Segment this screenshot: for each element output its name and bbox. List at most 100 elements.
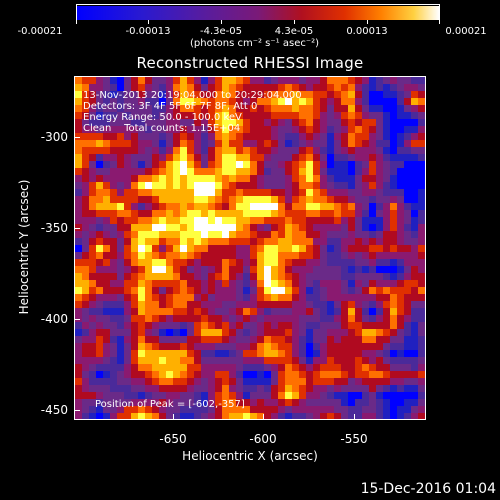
map-pixel	[180, 77, 187, 84]
map-pixel	[152, 119, 159, 126]
map-pixel	[180, 294, 187, 301]
map-pixel	[201, 231, 208, 238]
map-pixel	[383, 378, 390, 385]
map-pixel	[271, 112, 278, 119]
map-pixel	[299, 175, 306, 182]
map-pixel	[411, 350, 418, 357]
map-pixel	[89, 98, 96, 105]
map-pixel	[348, 189, 355, 196]
map-pixel	[159, 175, 166, 182]
map-pixel	[82, 273, 89, 280]
colorbar-tick-mark	[76, 20, 77, 24]
map-pixel	[376, 140, 383, 147]
map-pixel	[341, 399, 348, 406]
map-pixel	[173, 252, 180, 259]
map-pixel	[320, 399, 327, 406]
map-pixel	[96, 343, 103, 350]
map-pixel	[208, 217, 215, 224]
map-pixel	[194, 385, 201, 392]
map-pixel	[348, 336, 355, 343]
map-pixel	[145, 210, 152, 217]
map-pixel	[152, 385, 159, 392]
map-pixel	[89, 203, 96, 210]
map-pixel	[180, 84, 187, 91]
map-pixel	[131, 406, 138, 413]
map-pixel	[320, 112, 327, 119]
map-pixel	[89, 84, 96, 91]
map-pixel	[299, 336, 306, 343]
map-pixel	[208, 301, 215, 308]
map-pixel	[383, 105, 390, 112]
map-pixel	[131, 105, 138, 112]
map-pixel	[341, 245, 348, 252]
map-pixel	[215, 98, 222, 105]
map-pixel	[180, 182, 187, 189]
map-pixel	[75, 217, 82, 224]
map-pixel	[271, 203, 278, 210]
map-pixel	[82, 392, 89, 399]
map-pixel	[222, 224, 229, 231]
map-pixel	[110, 266, 117, 273]
map-pixel	[285, 238, 292, 245]
map-pixel	[187, 385, 194, 392]
map-pixel	[89, 196, 96, 203]
map-pixel	[166, 308, 173, 315]
map-pixel	[194, 259, 201, 266]
map-pixel	[222, 245, 229, 252]
map-pixel	[341, 301, 348, 308]
map-pixel	[215, 273, 222, 280]
map-pixel	[243, 210, 250, 217]
map-pixel	[376, 350, 383, 357]
map-pixel	[75, 399, 82, 406]
map-pixel	[145, 203, 152, 210]
map-pixel	[124, 280, 131, 287]
map-pixel	[131, 343, 138, 350]
map-pixel	[222, 189, 229, 196]
map-pixel	[75, 224, 82, 231]
map-pixel	[208, 196, 215, 203]
map-pixel	[341, 224, 348, 231]
image-plot-area[interactable]: 13-Nov-2013 20:19:04.000 to 20:29:04.000…	[74, 76, 426, 420]
map-pixel	[397, 238, 404, 245]
map-pixel	[334, 259, 341, 266]
map-pixel	[271, 168, 278, 175]
map-pixel	[369, 322, 376, 329]
map-pixel	[327, 287, 334, 294]
map-pixel	[187, 77, 194, 84]
map-pixel	[187, 294, 194, 301]
map-pixel	[320, 371, 327, 378]
map-pixel	[271, 329, 278, 336]
map-pixel	[117, 119, 124, 126]
map-pixel	[390, 392, 397, 399]
map-pixel	[404, 98, 411, 105]
map-pixel	[138, 168, 145, 175]
map-pixel	[103, 322, 110, 329]
map-pixel	[243, 140, 250, 147]
map-pixel	[173, 203, 180, 210]
map-pixel	[362, 273, 369, 280]
map-pixel	[320, 119, 327, 126]
map-pixel	[327, 378, 334, 385]
map-pixel	[369, 217, 376, 224]
map-pixel	[418, 392, 425, 399]
map-pixel	[138, 406, 145, 413]
map-pixel	[264, 371, 271, 378]
map-pixel	[138, 112, 145, 119]
map-pixel	[278, 231, 285, 238]
map-pixel	[257, 231, 264, 238]
map-pixel	[194, 112, 201, 119]
map-pixel	[313, 350, 320, 357]
map-pixel	[292, 413, 299, 419]
map-pixel	[103, 238, 110, 245]
map-pixel	[313, 294, 320, 301]
map-pixel	[383, 231, 390, 238]
map-pixel	[334, 406, 341, 413]
map-pixel	[194, 133, 201, 140]
map-pixel	[166, 280, 173, 287]
map-pixel	[180, 147, 187, 154]
map-pixel	[215, 140, 222, 147]
map-pixel	[82, 203, 89, 210]
map-pixel	[334, 273, 341, 280]
map-pixel	[299, 392, 306, 399]
colorbar-tick-label: -4.3e-05	[200, 26, 242, 37]
